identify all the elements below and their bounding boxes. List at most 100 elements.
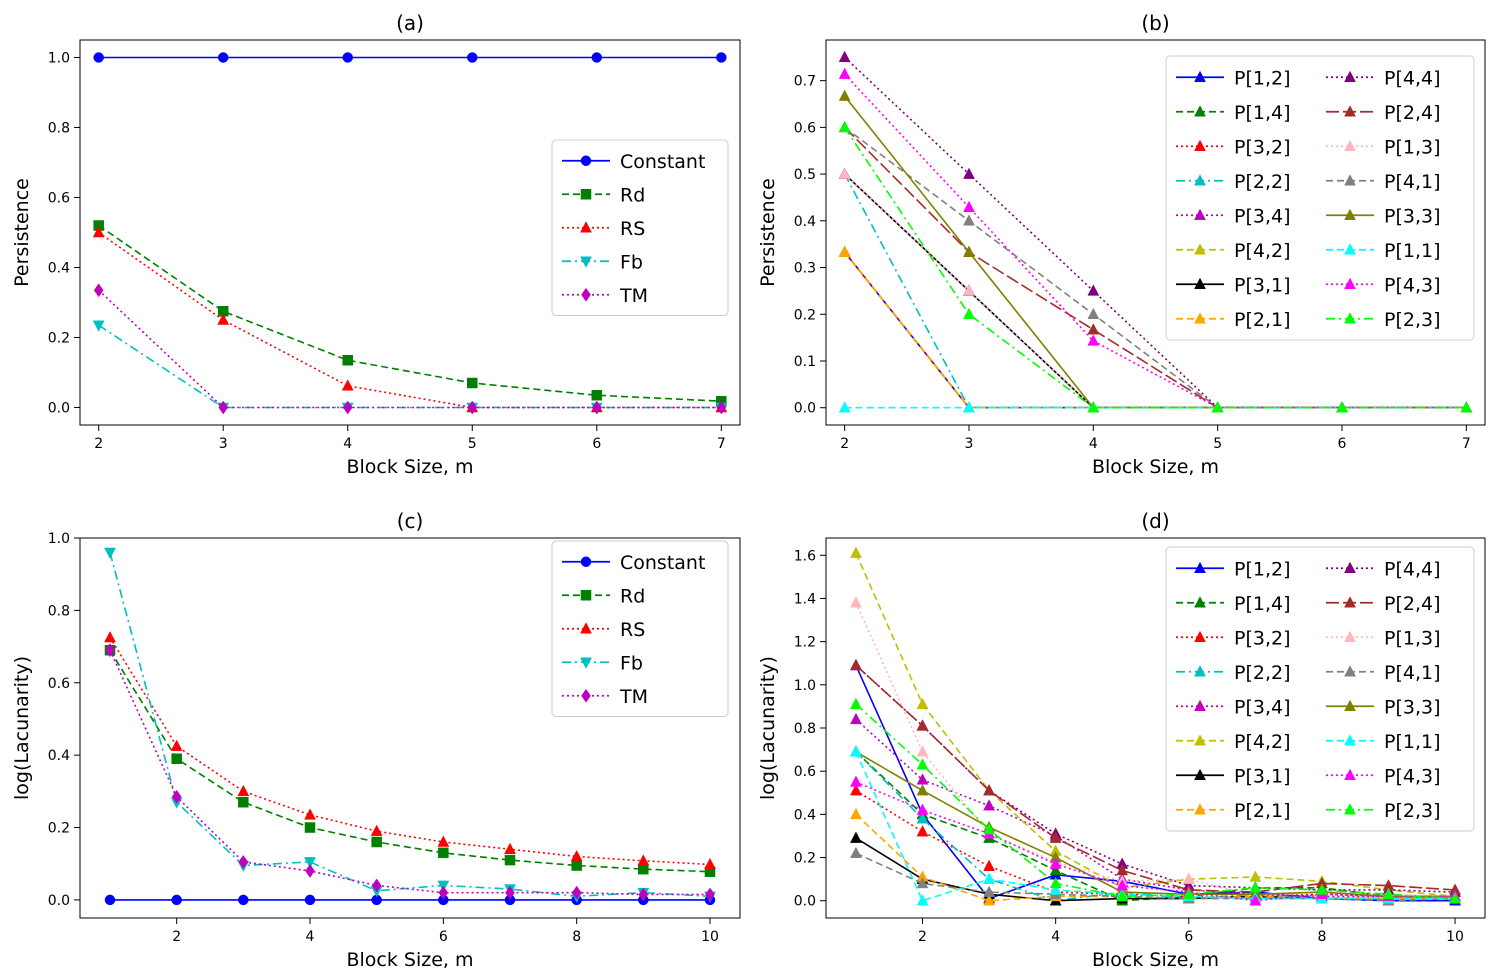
x-tick-label: 6 — [439, 929, 448, 945]
series-line — [98, 289, 722, 409]
legend-marker — [580, 622, 592, 634]
legend-item: P[4,3] — [1326, 274, 1441, 296]
legend-label: P[4,2] — [1234, 240, 1291, 262]
series-line — [855, 552, 1456, 898]
y-tick-label: 0.6 — [48, 676, 70, 692]
panel-c: 2 4 6 8 10 0.0 0.2 0.4 0.6 0.8 1.0 (c) Block Size, m… — [11, 509, 741, 971]
legend-item: TM — [562, 686, 648, 708]
y-tick-label: 0.1 — [794, 354, 816, 370]
data-point — [850, 596, 862, 608]
series-line — [109, 552, 711, 898]
legend-marker — [580, 256, 592, 268]
legend: Constant Rd RS Fb TM — [551, 139, 729, 316]
legend-marker — [1194, 139, 1206, 151]
series-Constant — [93, 52, 727, 63]
legend-label: P[1,4] — [1234, 102, 1291, 124]
legend-marker — [1194, 803, 1206, 815]
legend-item: RS — [562, 619, 645, 641]
data-point — [838, 67, 851, 79]
data-point — [1316, 883, 1328, 895]
legend-label: Fb — [620, 652, 643, 674]
data-point — [850, 831, 862, 843]
legend-item: P[2,4] — [1326, 593, 1441, 615]
legend: P[1,2] P[1,4] P[3,2] P[2,2] P[3,4] P[4,2] P[3,… — [1165, 55, 1475, 341]
panel-title: (b) — [1141, 11, 1169, 35]
legend-marker — [1344, 70, 1356, 82]
data-point — [92, 225, 105, 238]
data-point — [983, 894, 995, 906]
plot-area — [92, 52, 728, 415]
data-point — [1449, 892, 1461, 904]
data-point — [983, 859, 995, 871]
y-tick-label: 1.0 — [48, 531, 70, 547]
data-point — [1049, 831, 1062, 843]
legend-label: P[3,4] — [1234, 205, 1291, 227]
series-P[3,1] — [850, 831, 1461, 906]
data-point — [838, 167, 851, 179]
legend-label: P[3,3] — [1384, 205, 1441, 227]
data-point — [850, 712, 862, 725]
legend-item: P[2,2] — [1176, 171, 1291, 193]
y-tick-label: 0.0 — [48, 893, 70, 909]
legend: Constant Rd RS Fb TM — [551, 540, 729, 717]
data-point — [983, 799, 995, 811]
series-line — [98, 224, 722, 402]
x-tick-label: 4 — [343, 436, 352, 452]
data-point — [571, 885, 582, 900]
x-tick-label: 4 — [306, 929, 315, 945]
legend-marker — [1194, 699, 1206, 711]
data-point — [1087, 307, 1100, 320]
legend-item: Constant — [562, 552, 705, 574]
legend-label: P[2,4] — [1384, 102, 1441, 124]
legend-label: P[4,1] — [1384, 662, 1441, 684]
legend-item: P[4,1] — [1326, 662, 1441, 684]
x-tick-label: 2 — [918, 929, 927, 945]
data-point — [1087, 323, 1100, 335]
plot-area — [838, 50, 1473, 413]
x-axis-label: Block Size, m — [346, 949, 473, 971]
data-point — [1087, 334, 1100, 346]
legend-marker — [1344, 699, 1356, 711]
legend-label: P[1,3] — [1384, 136, 1441, 158]
data-point — [1336, 401, 1348, 413]
x-tick-label: 8 — [1317, 929, 1326, 945]
data-point — [916, 825, 929, 837]
series-TM — [93, 283, 727, 415]
data-point — [916, 894, 929, 906]
legend-label: P[2,3] — [1384, 800, 1441, 822]
legend-box — [1165, 546, 1475, 832]
y-tick-label: 1.4 — [794, 591, 816, 607]
data-point — [704, 857, 716, 870]
legend-marker — [1344, 139, 1356, 151]
y-tick-label: 1.2 — [794, 635, 816, 651]
data-point — [304, 894, 316, 906]
data-point — [170, 739, 183, 751]
legend-label: Fb — [620, 251, 643, 273]
series-line — [843, 126, 1467, 409]
data-point — [838, 120, 851, 133]
x-tick-label: 10 — [701, 929, 719, 945]
legend-marker — [1344, 277, 1356, 289]
legend-item: RS — [562, 218, 645, 240]
data-point — [591, 390, 603, 401]
legend-marker — [1194, 243, 1206, 255]
y-tick-label: 0.0 — [48, 401, 70, 417]
legend-marker — [1194, 277, 1206, 289]
series-line — [855, 602, 1456, 898]
legend-marker — [580, 155, 592, 166]
x-tick-label: 3 — [965, 436, 974, 452]
legend-marker — [1194, 561, 1206, 573]
data-point — [916, 784, 929, 796]
data-point — [916, 773, 929, 785]
legend-label: P[4,3] — [1384, 274, 1441, 296]
x-tick-label: 8 — [572, 929, 581, 945]
panel-a: 2 3 4 5 6 7 0.0 0.2 0.4 0.6 0.8 1.0 (a) Block Size, m… — [11, 11, 741, 478]
data-point — [171, 753, 182, 765]
legend-label: P[4,2] — [1234, 731, 1291, 753]
data-point — [838, 401, 851, 413]
data-point — [963, 284, 975, 296]
y-tick-label: 1.0 — [48, 51, 70, 67]
axes-frame — [79, 537, 741, 919]
x-tick-label: 2 — [94, 436, 103, 452]
data-point — [1211, 401, 1224, 413]
